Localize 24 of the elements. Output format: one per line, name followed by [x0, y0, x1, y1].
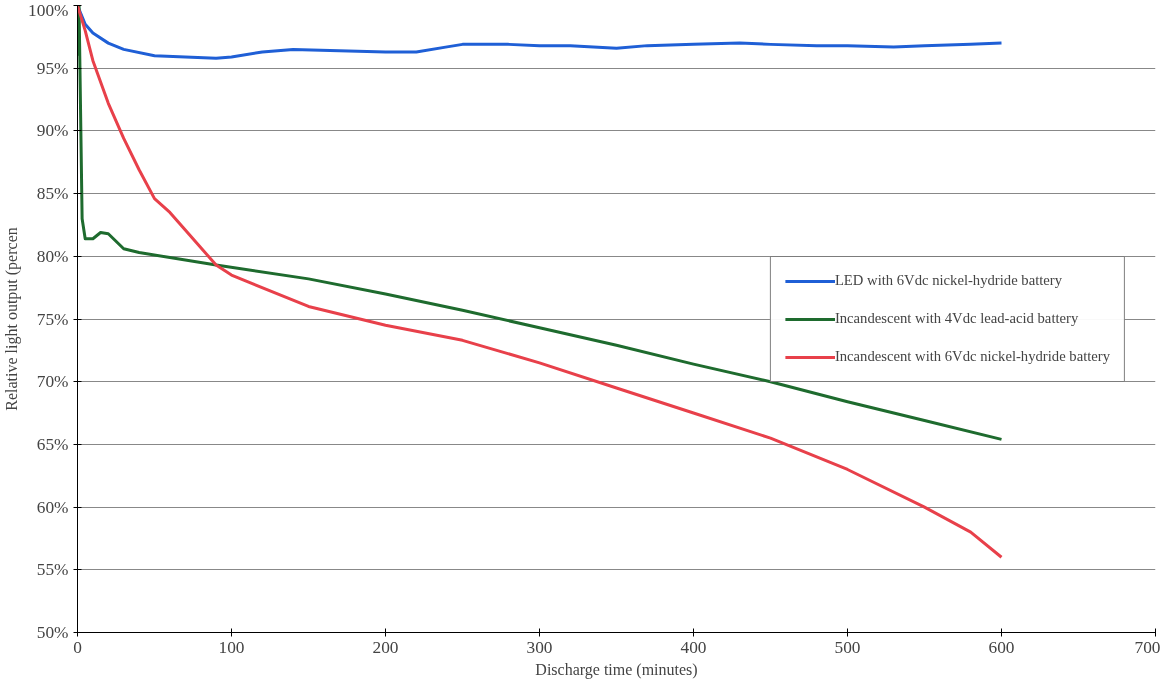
y-tick-label: 90%: [36, 121, 69, 141]
y-tick-label: 75%: [36, 309, 69, 329]
x-tick-label: 600: [988, 637, 1015, 657]
y-tick-label: 55%: [36, 560, 69, 580]
y-tick-label: 100%: [28, 0, 69, 20]
legend-label: LED with 6Vdc nickel-hydride battery: [834, 272, 1062, 289]
y-tick-label: 65%: [36, 434, 69, 454]
y-tick-label: 80%: [36, 246, 69, 266]
x-tick-label: 700: [1134, 637, 1161, 657]
x-axis-title: Discharge time (minutes): [535, 660, 698, 679]
x-tick-label: 0: [73, 637, 82, 657]
legend-label: Incandescent with 6Vdc nickel-hydride battery: [834, 348, 1110, 365]
x-tick-label: 400: [680, 637, 707, 657]
legend-label: Incandescent with 4Vdc lead-acid battery: [834, 310, 1079, 327]
y-tick-label: 50%: [36, 623, 69, 642]
y-tick-label: 60%: [36, 497, 69, 517]
y-tick-label: 85%: [36, 184, 69, 204]
y-tick-label: 95%: [36, 58, 69, 78]
y-axis-title: Relative light output (percen: [3, 227, 22, 411]
x-tick-label: 100: [218, 637, 245, 657]
x-tick-label: 500: [834, 637, 861, 657]
x-tick-label: 200: [372, 637, 399, 657]
x-tick-label: 300: [526, 637, 553, 657]
y-tick-label: 70%: [36, 372, 69, 392]
